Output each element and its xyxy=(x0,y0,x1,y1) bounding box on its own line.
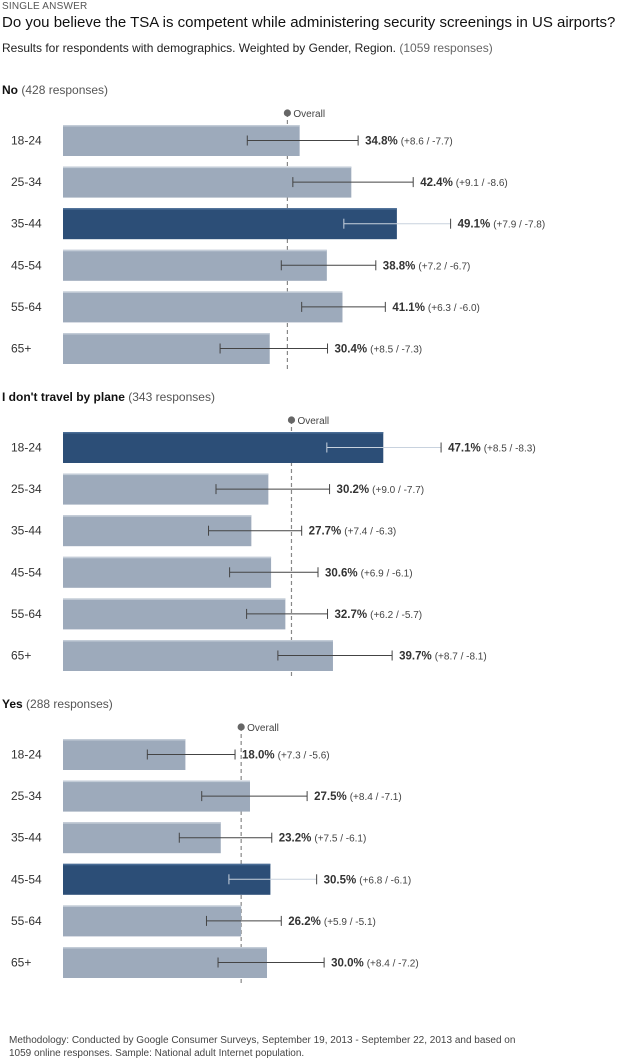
category-label: 35-44 xyxy=(11,831,42,845)
value-label: 30.2% xyxy=(337,484,370,496)
value-label: 34.8% xyxy=(365,136,398,148)
error-range-label: (+7.4 / -6.3) xyxy=(344,527,396,538)
bar xyxy=(63,208,397,240)
error-range-label: (+7.2 / -6.7) xyxy=(418,261,470,272)
section-title: I don't travel by plane xyxy=(2,390,125,404)
error-range-label: (+7.9 / -7.8) xyxy=(493,220,545,231)
category-label: 65+ xyxy=(11,956,31,970)
value-label: 18.0% xyxy=(242,750,275,762)
value-label: 26.2% xyxy=(288,916,321,928)
bar-highlight-edge xyxy=(63,166,352,169)
category-label: 55-64 xyxy=(11,914,42,928)
value-label: 30.6% xyxy=(325,567,358,579)
answer-type-label: SINGLE ANSWER xyxy=(2,1,88,12)
bar-highlight-edge xyxy=(63,473,269,476)
error-range-label: (+8.4 / -7.1) xyxy=(350,792,402,803)
question-title: Do you believe the TSA is competent whil… xyxy=(2,14,616,31)
category-label: 18-24 xyxy=(11,748,42,762)
bar-highlight-edge xyxy=(63,515,252,517)
bar-highlight-edge xyxy=(63,822,221,824)
section-header-no-travel: I don't travel by plane (343 responses) xyxy=(2,390,215,404)
error-range-label: (+7.3 / -5.6) xyxy=(278,751,330,762)
section-responses: (428 responses) xyxy=(21,83,109,97)
section-title: No xyxy=(2,83,18,97)
value-label: 49.1% xyxy=(458,219,491,231)
overall-label: Overall xyxy=(247,723,279,734)
bar-highlight-edge xyxy=(63,640,333,642)
category-label: 55-64 xyxy=(11,607,42,621)
value-label: 41.1% xyxy=(392,302,425,314)
total-responses: (1059 responses) xyxy=(399,41,493,55)
value-label: 27.7% xyxy=(309,526,342,538)
value-label: 23.2% xyxy=(279,833,312,845)
error-range-label: (+6.9 / -6.1) xyxy=(361,568,413,579)
category-label: 55-64 xyxy=(11,300,42,314)
value-label: 38.8% xyxy=(383,260,416,272)
section-header-yes: Yes (288 responses) xyxy=(2,697,113,711)
error-range-label: (+7.5 / -6.1) xyxy=(314,834,366,845)
error-range-label: (+6.2 / -5.7) xyxy=(370,610,422,621)
category-label: 18-24 xyxy=(11,441,42,455)
category-label: 65+ xyxy=(11,649,31,663)
results-subtitle: Results for respondents with demographic… xyxy=(2,41,493,55)
overall-label: Overall xyxy=(293,109,325,120)
error-range-label: (+9.1 / -8.6) xyxy=(456,178,508,189)
category-label: 45-54 xyxy=(11,565,42,579)
category-label: 35-44 xyxy=(11,524,42,538)
category-label: 35-44 xyxy=(11,217,42,231)
bar-charts: Overall 18-24 34.8% (+8.6 / -7.7) 25-34 42.4%… xyxy=(11,109,545,984)
category-label: 45-54 xyxy=(11,872,42,886)
value-label: 32.7% xyxy=(335,609,368,621)
overall-marker xyxy=(237,723,245,731)
category-label: 18-24 xyxy=(11,134,42,148)
error-range-label: (+8.7 / -8.1) xyxy=(435,652,487,663)
value-label: 42.4% xyxy=(420,177,453,189)
overall-marker xyxy=(283,109,291,117)
bar-highlight-edge xyxy=(63,432,384,434)
value-label: 30.5% xyxy=(324,874,357,886)
error-range-label: (+8.5 / -8.3) xyxy=(484,444,536,455)
category-label: 25-34 xyxy=(11,482,42,496)
section-title: Yes xyxy=(2,697,23,711)
bar-highlight-edge xyxy=(63,125,300,127)
category-label: 25-34 xyxy=(11,175,42,189)
bar-highlight-edge xyxy=(63,333,270,335)
bar-highlight-edge xyxy=(63,739,186,741)
bar-highlight-edge xyxy=(63,249,327,252)
bar-highlight-edge xyxy=(63,780,250,783)
bar xyxy=(63,291,343,323)
error-range-label: (+6.8 / -6.1) xyxy=(359,875,411,886)
error-range-label: (+8.6 / -7.7) xyxy=(401,137,453,148)
error-range-label: (+6.3 / -6.0) xyxy=(428,303,480,314)
error-range-label: (+8.4 / -7.2) xyxy=(367,959,419,970)
bar-highlight-edge xyxy=(63,208,397,210)
value-label: 30.0% xyxy=(331,958,364,970)
bar-highlight-edge xyxy=(63,598,286,600)
bar-highlight-edge xyxy=(63,863,271,866)
overall-marker xyxy=(287,416,296,424)
category-label: 45-54 xyxy=(11,258,42,272)
value-label: 47.1% xyxy=(448,443,481,455)
category-label: 25-34 xyxy=(11,789,42,803)
methodology-footer: Methodology: Conducted by Google Consume… xyxy=(9,1035,516,1059)
bar-highlight-edge xyxy=(63,291,343,293)
value-label: 39.7% xyxy=(399,651,432,663)
section-responses: (343 responses) xyxy=(128,390,215,404)
value-label: 27.5% xyxy=(314,791,347,803)
error-range-label: (+5.9 / -5.1) xyxy=(324,917,376,928)
bar-highlight-edge xyxy=(63,947,267,949)
error-range-label: (+8.5 / -7.3) xyxy=(370,345,422,356)
section-responses: (288 responses) xyxy=(26,697,113,711)
value-label: 30.4% xyxy=(335,344,368,356)
overall-label: Overall xyxy=(297,416,329,427)
subtitle-text: Results for respondents with demographic… xyxy=(2,41,396,55)
bar-highlight-edge xyxy=(63,556,272,559)
category-label: 65+ xyxy=(11,342,31,356)
section-header-no: No (428 responses) xyxy=(2,83,108,97)
error-range-label: (+9.0 / -7.7) xyxy=(372,485,424,496)
bar-highlight-edge xyxy=(63,905,242,907)
